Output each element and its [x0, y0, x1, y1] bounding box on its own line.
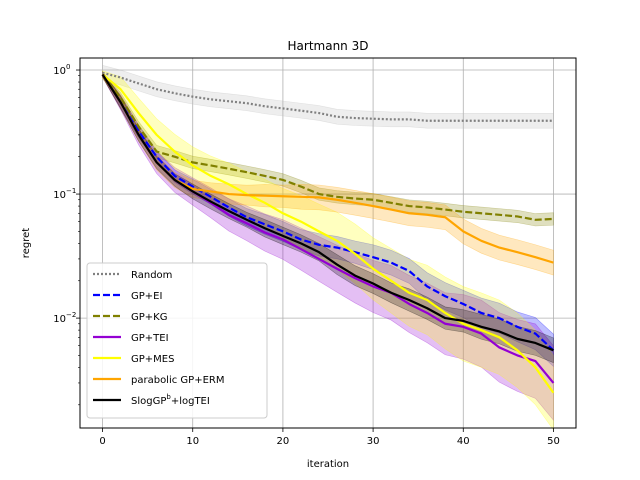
- legend-label: Random: [131, 270, 172, 281]
- x-tick-label: 0: [99, 436, 105, 447]
- y-tick-label: 10: [53, 190, 66, 201]
- series-line-GP+KG: [101, 73, 554, 221]
- y-tick-exponent: 0: [66, 63, 70, 71]
- legend-label: GP+KG: [131, 312, 167, 323]
- band-parabolic GP+ERM: [102, 71, 554, 276]
- series-line-SlogGP^b+logTEI: [101, 73, 554, 352]
- series-line-Random: [102, 71, 554, 122]
- legend-label: parabolic GP+ERM: [131, 375, 224, 386]
- legend-box: [86, 262, 268, 419]
- x-tick-label: 20: [277, 436, 290, 447]
- x-tick-label: 10: [186, 436, 199, 447]
- legend-label: GP+EI: [131, 291, 162, 302]
- y-tick-exponent: −1: [66, 187, 76, 195]
- grid: [80, 58, 576, 428]
- band-GP+EI: [102, 71, 554, 368]
- chart-title: Hartmann 3D: [288, 39, 369, 53]
- x-tick-label: 40: [457, 436, 470, 447]
- legend-label: SlogGPb+logTEI: [131, 393, 210, 407]
- series-lines: [101, 71, 555, 394]
- x-tick-label: 50: [547, 436, 560, 447]
- series-line-GP+MES: [101, 73, 555, 394]
- legend-label: GP+MES: [131, 354, 174, 365]
- y-tick-label: 10: [53, 314, 66, 325]
- x-tick-label: 30: [367, 436, 380, 447]
- legend: Random GP+EI GP+KG GP+TEI GP+MES parabolic GP…: [86, 262, 268, 419]
- plot-area-frame: [79, 57, 577, 429]
- y-tick-exponent: −2: [66, 311, 76, 319]
- band-SlogGP^b+logTEI: [102, 71, 554, 364]
- legend-label: GP+TEI: [131, 333, 169, 344]
- y-tick-label: 10: [53, 66, 66, 77]
- y-axis-title: regret: [21, 228, 32, 258]
- series-line-GP+EI: [101, 73, 555, 352]
- x-axis-title: iteration: [307, 459, 349, 470]
